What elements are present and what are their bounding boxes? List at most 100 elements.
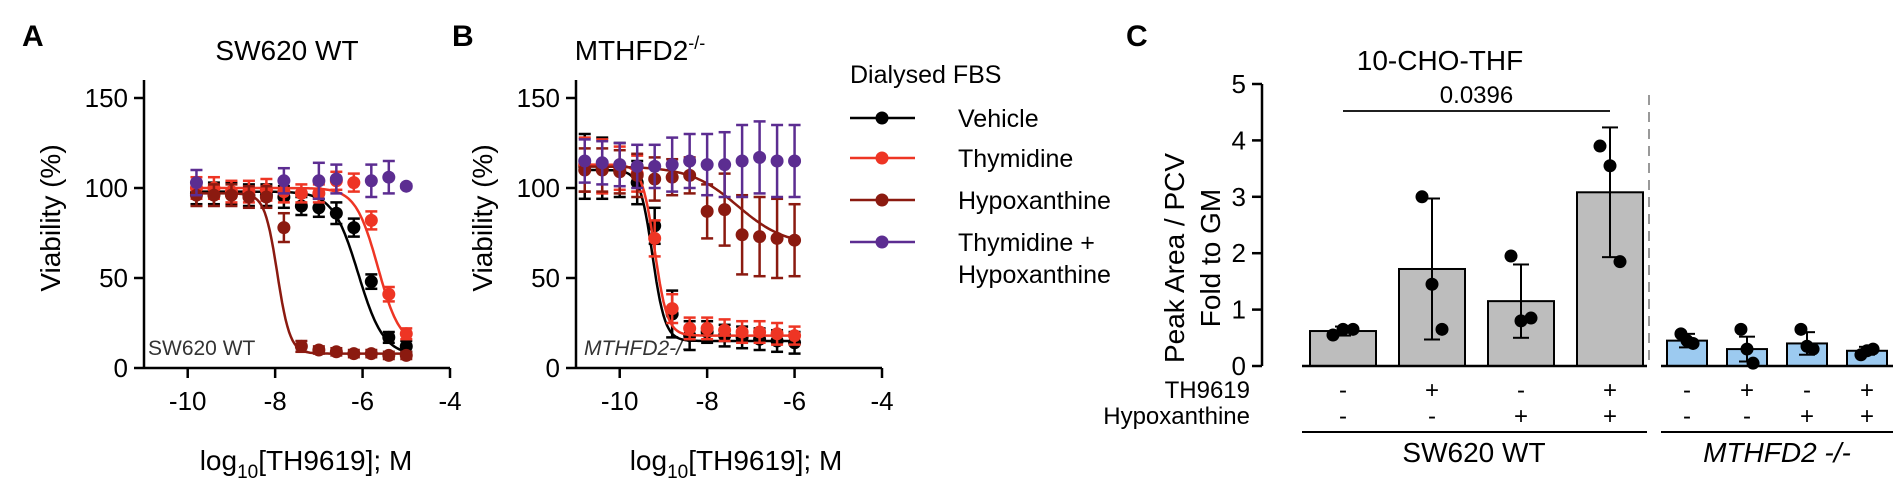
panel-b-point-2-8 [718, 203, 732, 217]
panel-b-point-3-8 [718, 158, 732, 172]
panel-b-xtick-label-3: -4 [870, 386, 893, 416]
panel-a-ytick-label-3: 150 [85, 83, 128, 113]
panel-b-point-3-5 [665, 158, 679, 172]
panel-c-bar-chart: 10-CHO-THF Peak Area / PCV Fold to GM 0 1… [1103, 45, 1893, 468]
panel-c-point-2-0 [1504, 249, 1518, 263]
panel-a-dose-response: SW620 WT SW620 WT Viability (%) log10[TH… [35, 35, 462, 483]
panel-a-series-3 [189, 159, 413, 201]
panel-c-ylabel-line1: Peak Area / PCV [1159, 153, 1190, 363]
panel-b-ytick-label-1: 50 [531, 263, 560, 293]
panel-c-ytick-label-0: 0 [1232, 351, 1246, 381]
panel-c-cond-0-0: - [1339, 377, 1347, 404]
panel-c-point-5-0 [1734, 322, 1748, 336]
panel-c-cond-0-6: - [1803, 377, 1811, 404]
panel-c-point-1-0 [1415, 190, 1429, 204]
panel-a-series-0 [189, 181, 413, 354]
panel-c-ytick-label-1: 1 [1232, 295, 1246, 325]
panel-b-point-1-7 [700, 321, 714, 335]
panel-c-point-7-2 [1866, 342, 1880, 356]
legend: Dialysed FBS Vehicle Thymidine Hypoxanthin… [850, 61, 1111, 289]
panel-a-point-2-7 [312, 343, 326, 357]
panel-b-point-2-12 [788, 233, 802, 247]
panel-b-point-3-12 [788, 154, 802, 168]
panel-c-pvalue: 0.0396 [1440, 82, 1513, 109]
panel-b-title-sup: -/- [688, 33, 705, 53]
panel-c-group-label-wt: SW620 WT [1402, 437, 1545, 468]
panel-b-point-3-0 [578, 154, 592, 168]
panel-b-point-3-1 [595, 156, 609, 170]
panel-a-point-2-6 [294, 339, 308, 353]
panel-c-point-6-0 [1794, 322, 1808, 336]
panel-c-ytick-label-4: 4 [1232, 125, 1246, 155]
panel-c-cond-1-0: - [1339, 403, 1347, 430]
panel-a-xtick-label-2: -6 [351, 386, 374, 416]
panel-a-inset-label: SW620 WT [148, 337, 256, 360]
panel-a-ytick-label-2: 100 [85, 173, 128, 203]
panel-a-point-2-9 [347, 347, 361, 361]
panel-c-point-1-1 [1425, 277, 1439, 291]
panel-c-row-label-1: Hypoxanthine [1103, 403, 1250, 430]
panel-a-point-1-9 [347, 176, 361, 190]
panel-b-xtick-label-1: -8 [696, 386, 719, 416]
panel-a-ylabel: Viability (%) [35, 144, 66, 291]
panel-c-point-1-2 [1435, 322, 1449, 336]
legend-marker-0 [875, 111, 889, 125]
panel-b-dose-response: MTHFD2-/- MTHFD2-/- Viability (%) log10[… [467, 33, 894, 483]
panel-c-cond-0-5: + [1740, 377, 1754, 404]
panel-a-point-2-2 [224, 188, 238, 202]
panel-c-cond-0-3: + [1603, 377, 1617, 404]
panel-a-point-0-9 [347, 221, 361, 235]
panel-a-point-3-0 [189, 176, 203, 190]
panel-b-series-1 [578, 136, 802, 346]
panel-c-point-0-1 [1336, 322, 1350, 336]
panel-letter-c: C [1126, 20, 1148, 53]
panel-a-point-0-11 [382, 330, 396, 344]
panel-a-point-3-4 [364, 174, 378, 188]
panel-c-cond-1-1: - [1428, 403, 1436, 430]
panel-c-cond-1-2: + [1514, 403, 1528, 430]
panel-c-point-2-1 [1514, 314, 1528, 328]
panel-c-point-3-1 [1603, 159, 1617, 173]
panel-c-ytick-label-3: 3 [1232, 182, 1246, 212]
panel-a-point-2-12 [399, 348, 413, 362]
panel-c-cond-0-1: + [1425, 377, 1439, 404]
panel-b-title: MTHFD2-/- [575, 33, 706, 66]
panel-b-title-main: MTHFD2 [575, 35, 689, 66]
panel-b-xlabel-post: [TH9619]; M [688, 445, 842, 476]
panel-b-point-1-9 [735, 325, 749, 339]
panel-b-point-3-9 [735, 154, 749, 168]
panel-b-inset-label: MTHFD2-/- [584, 337, 689, 360]
panel-c-point-6-2 [1806, 342, 1820, 356]
panel-a-point-3-6 [399, 179, 413, 193]
legend-label-1: Thymidine [958, 145, 1073, 173]
panel-a-ytick-label-1: 50 [99, 263, 128, 293]
panel-a-xlabel-post: [TH9619]; M [258, 445, 412, 476]
panel-b-point-3-11 [770, 154, 784, 168]
panel-c-ylabel-line2: Fold to GM [1195, 189, 1226, 327]
panel-b-point-1-11 [770, 327, 784, 341]
panel-b-point-2-9 [735, 228, 749, 242]
panel-c-cond-1-5: - [1743, 403, 1751, 430]
panel-a-point-1-6 [294, 186, 308, 200]
panel-a-xlabel-sub: 10 [237, 462, 258, 483]
panel-a-point-0-7 [312, 201, 326, 215]
panel-a-point-2-11 [382, 348, 396, 362]
legend-label-3-line2: Hypoxanthine [958, 261, 1111, 289]
panel-b-series-3 [578, 120, 802, 199]
panel-a-point-2-4 [259, 190, 273, 204]
panel-b-xtick-label-0: -10 [601, 386, 639, 416]
panel-c-point-3-0 [1593, 139, 1607, 153]
panel-a-point-1-10 [364, 213, 378, 227]
panel-b-point-2-11 [770, 231, 784, 245]
panel-a-point-2-5 [277, 221, 291, 235]
panel-letter-b: B [452, 20, 474, 53]
panel-b-point-3-2 [613, 158, 627, 172]
panel-c-point-4-2 [1686, 336, 1700, 350]
panel-a-point-3-3 [329, 172, 343, 186]
panel-c-cond-1-3: + [1603, 403, 1617, 430]
panel-a-ytick-label-0: 0 [114, 353, 128, 383]
panel-a-xtick-label-1: -8 [264, 386, 287, 416]
panel-a-series-1 [189, 170, 413, 341]
panel-c-cond-1-6: + [1800, 403, 1814, 430]
